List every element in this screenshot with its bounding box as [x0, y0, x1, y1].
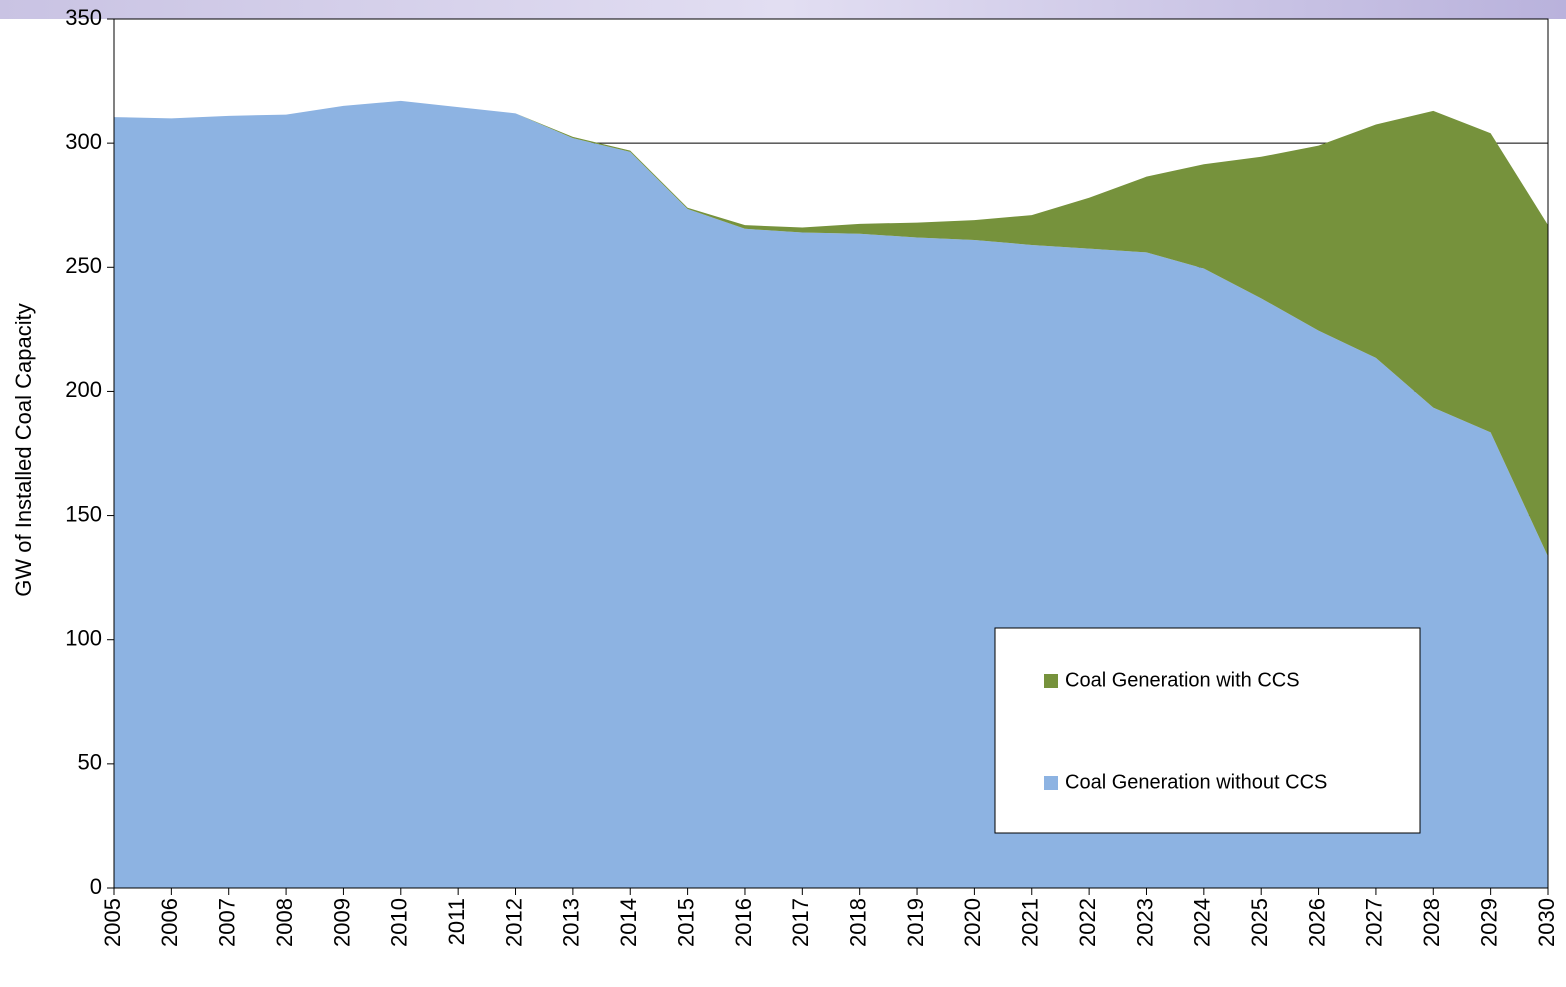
- y-tick-label: 200: [65, 377, 102, 402]
- x-tick-label: 2009: [329, 898, 354, 947]
- x-tick-label: 2018: [845, 898, 870, 947]
- ticks: 0 50 100 150 200 250 300 350 2005 2006 2007 2008 200…: [65, 5, 1559, 947]
- legend: [994, 627, 1421, 834]
- area: [114, 100, 1548, 557]
- y-tick-label: 300: [65, 129, 102, 154]
- x-tick-label: 2006: [157, 898, 182, 947]
- x-tick-label: 2024: [1190, 898, 1215, 947]
- x-tick-label: 2013: [559, 898, 584, 947]
- y-tick-label: 50: [78, 750, 102, 775]
- legend-entries: Coal Generation with CCS Coal Generation …: [1044, 669, 1327, 793]
- x-tick-label: 2017: [788, 898, 813, 947]
- legend-label: Coal Generation without CCS: [1065, 771, 1327, 793]
- x-tick-label: 2022: [1075, 898, 1100, 947]
- x-tick-label: 2026: [1304, 898, 1329, 947]
- x-tick-label: 2016: [731, 898, 756, 947]
- x-tick-label: 2011: [444, 898, 469, 945]
- x-tick-label: 2020: [960, 898, 985, 947]
- x-tick-label: 2010: [387, 898, 412, 947]
- x-tick-label: 2019: [903, 898, 928, 947]
- x-tick-label: 2029: [1476, 898, 1501, 947]
- legend-swatch: [1044, 674, 1058, 688]
- plot-border: [113, 18, 1549, 889]
- y-tick-label: 100: [65, 626, 102, 651]
- y-tick-label: 250: [65, 253, 102, 278]
- legend-label: Coal Generation with CCS: [1065, 669, 1300, 691]
- y-tick-label: 0: [90, 874, 102, 899]
- x-tick-label: 2025: [1247, 898, 1272, 947]
- y-axis-label: GW of Installed Coal Capacity: [11, 303, 36, 596]
- x-tick-label: 2012: [501, 898, 526, 947]
- x-tick-label: 2030: [1534, 898, 1559, 947]
- x-tick-label: 2008: [272, 898, 297, 947]
- x-tick-label: 2028: [1419, 898, 1444, 947]
- y-tick-label: 350: [65, 5, 102, 30]
- x-tick-label: 2005: [100, 898, 125, 947]
- x-tick-label: 2014: [616, 898, 641, 947]
- header-band: [0, 0, 1566, 19]
- x-tick-label: 2007: [215, 898, 240, 947]
- x-tick-label: 2027: [1362, 898, 1387, 947]
- x-tick-label: 2015: [673, 898, 698, 947]
- legend-swatch: [1044, 776, 1058, 790]
- y-tick-label: 150: [65, 501, 102, 526]
- x-tick-label: 2023: [1132, 898, 1157, 947]
- x-tick-label: 2021: [1018, 898, 1043, 947]
